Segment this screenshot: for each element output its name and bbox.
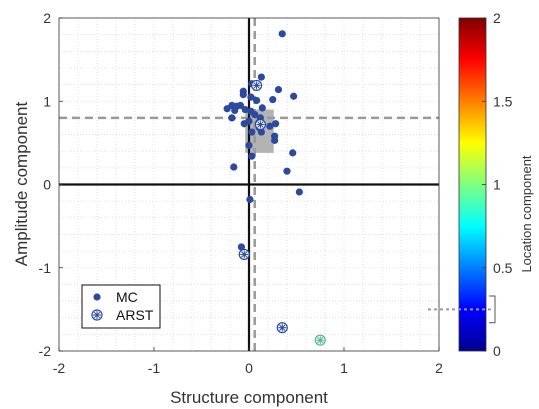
point-arst-spoke — [241, 251, 248, 258]
legend: MC ARST — [81, 284, 161, 329]
point-mc — [257, 73, 265, 81]
x-tick-label: -2 — [53, 360, 66, 376]
point-mc — [271, 136, 279, 144]
colorbar-tick-label: 1 — [493, 177, 501, 193]
legend-arst-label: ARST — [116, 307, 154, 323]
colorbar-title: Location component — [519, 155, 534, 272]
point-mc — [251, 110, 259, 119]
point-mc — [231, 106, 239, 115]
point-mc — [241, 105, 249, 114]
point-mc — [274, 85, 283, 94]
point-mc — [239, 90, 247, 99]
point-extra — [314, 334, 326, 346]
legend-arst-symbol-spoke — [93, 311, 101, 319]
legend-mc-marker — [93, 293, 101, 301]
x-tick-label: 1 — [340, 360, 348, 376]
point-arst-spoke — [279, 324, 286, 331]
point-mc — [272, 120, 280, 128]
point-mc — [240, 120, 248, 128]
point-mc — [278, 30, 286, 38]
point-mc — [237, 243, 245, 251]
point-arst — [276, 322, 288, 334]
point-mc — [236, 101, 245, 110]
y-tick-label: -1 — [39, 260, 52, 276]
colorbar-tick-label: 1.5 — [493, 93, 513, 109]
colorbar-bracket — [489, 295, 496, 324]
point-mc — [230, 163, 238, 171]
point-mc — [247, 93, 255, 101]
x-tick-label: 0 — [245, 360, 253, 376]
y-tick-label: 1 — [43, 93, 51, 109]
point-extra-spoke — [317, 336, 324, 344]
y-tick-label: 0 — [43, 177, 51, 193]
point-arst-spoke — [253, 82, 260, 89]
point-arst — [254, 118, 266, 131]
point-mc — [246, 195, 254, 204]
y-axis-title: Amplitude component — [12, 102, 31, 267]
point-mc — [248, 128, 256, 136]
legend-box — [81, 284, 161, 329]
colorbar-tick-label: 0 — [493, 343, 501, 359]
point-mc — [223, 105, 231, 113]
x-tick-label: 2 — [435, 360, 443, 376]
x-axis-title: Structure component — [170, 388, 328, 407]
point-mc — [248, 152, 256, 160]
legend-mc-label: MC — [116, 289, 138, 305]
point-mc — [266, 122, 274, 130]
colorbar-gradient — [458, 17, 487, 352]
point-mc — [228, 114, 236, 122]
axis-ticks: -2 -1 0 1 2 2 1 0 -1 -2 — [39, 10, 444, 376]
legend-arst-symbol — [91, 309, 103, 321]
colorbar: 2 1.5 1 0.5 0 Location component — [428, 10, 534, 359]
colorbar-tick-label: 0.5 — [493, 260, 513, 276]
point-mc — [269, 95, 277, 104]
y-tick-label: -2 — [39, 343, 52, 359]
point-arst-spoke — [257, 121, 264, 128]
colorbar-tick-label: 2 — [493, 10, 501, 26]
point-mc — [257, 128, 265, 136]
point-mc — [245, 141, 253, 149]
point-mc — [283, 167, 291, 175]
x-tick-label: -1 — [148, 360, 161, 376]
point-mc — [253, 96, 261, 105]
data-points — [223, 30, 326, 346]
legend-arst-marker — [91, 309, 103, 321]
point-mc — [295, 188, 303, 196]
point-arst — [238, 248, 250, 261]
point-mc — [290, 92, 298, 100]
point-mc — [258, 104, 266, 112]
y-tick-label: 2 — [43, 10, 51, 26]
point-arst — [251, 79, 263, 92]
colorbar-ticks: 2 1.5 1 0.5 0 — [482, 10, 513, 359]
point-mc — [289, 149, 297, 157]
